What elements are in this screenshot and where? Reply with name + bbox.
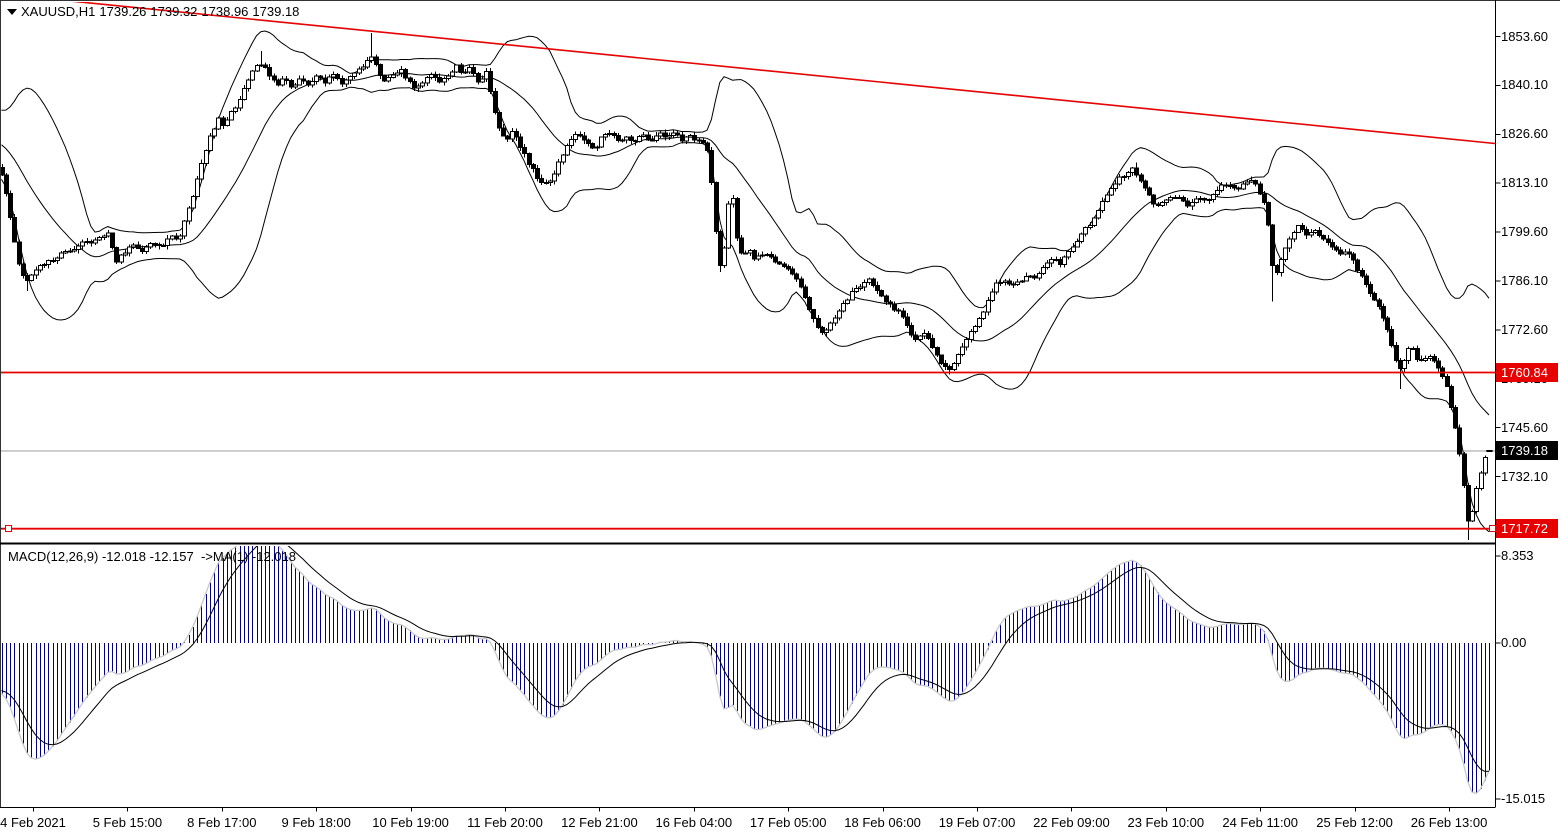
price-axis-label: 1772.60 [1501, 321, 1548, 337]
time-axis-label: 11 Feb 20:00 [467, 815, 543, 830]
time-axis-label: 8 Feb 17:00 [187, 815, 257, 830]
price-marker-1739.18: 1739.18 [1496, 441, 1558, 461]
bollinger-middle-line [1, 73, 1490, 416]
chart-frame [0, 0, 1560, 812]
price-axis-label: 1813.10 [1501, 175, 1548, 191]
symbol-ohlc-header: XAUUSD,H1 1739.26 1739.32 1738.96 1739.18 [21, 4, 303, 20]
time-axis-label: 23 Feb 10:00 [1127, 815, 1205, 830]
quote-close: 1739.18 [252, 4, 300, 19]
price-marker-1760.84: 1760.84 [1496, 362, 1558, 382]
time-axis-label: 4 Feb 2021 [0, 815, 66, 830]
quote-high: 1739.32 [150, 4, 198, 19]
time-axis-label: 10 Feb 19:00 [372, 815, 449, 830]
bollinger-upper-line [1, 30, 1490, 309]
price-axis-label: 1826.60 [1501, 126, 1548, 142]
price-axis-label: 1732.10 [1501, 468, 1548, 484]
time-axis-label: 25 Feb 12:00 [1316, 815, 1393, 830]
time-axis-label: 17 Feb 05:00 [749, 815, 827, 830]
macd-axis-label: 8.353 [1501, 548, 1534, 563]
time-axis-label: 19 Feb 07:00 [938, 815, 1016, 830]
macd-panel[interactable] [1, 528, 1490, 795]
time-axis-label: 18 Feb 06:00 [844, 815, 921, 830]
time-axis-label: 12 Feb 21:00 [561, 815, 638, 830]
macd-indicator-label: MACD(12,26,9) -12.018 -12.157 ->MA(1) -1… [8, 549, 296, 565]
main-price-panel[interactable] [0, 0, 1495, 540]
quote-open: 1739.26 [99, 4, 147, 19]
descending-trendline[interactable] [0, 0, 1495, 145]
macd-ma-value: ->MA(1) -12.018 [200, 549, 296, 564]
time-axis-label: 24 Feb 11:00 [1222, 815, 1299, 830]
bollinger-lower-line [1, 86, 1490, 533]
candles-layer [1, 32, 1492, 540]
time-axis-label: 26 Feb 13:00 [1410, 815, 1488, 830]
macd-signal-line [1, 546, 1490, 772]
line-handle[interactable] [5, 525, 12, 533]
macd-ma1-line [1, 546, 1490, 795]
macd-axis-label: 0.00 [1501, 635, 1527, 650]
time-axis-label: 16 Feb 04:00 [655, 815, 733, 830]
symbol-period: XAUUSD,H1 [21, 4, 96, 19]
macd-axis-label: -15.015 [1501, 791, 1546, 806]
price-axis-label: 1840.10 [1501, 77, 1548, 93]
triangle-down-icon[interactable] [7, 9, 17, 15]
price-axis-label: 1799.60 [1501, 224, 1548, 240]
time-axis-label: 9 Feb 18:00 [281, 815, 351, 830]
time-axis-label: 22 Feb 09:00 [1033, 815, 1110, 830]
macd-name: MACD(12,26,9) [8, 549, 99, 564]
price-axis-label: 1853.60 [1501, 28, 1548, 44]
macd-values: -12.018 -12.157 [101, 549, 194, 564]
price-axis-label: 1786.10 [1501, 273, 1548, 288]
price-axis-label: 1745.60 [1501, 419, 1548, 435]
macd-histogram [2, 546, 1490, 794]
quote-low: 1738.96 [201, 4, 249, 19]
time-axis-label: 5 Feb 15:00 [92, 815, 163, 830]
price-marker-1717.72: 1717.72 [1496, 519, 1558, 539]
line-handle[interactable] [1489, 525, 1496, 533]
